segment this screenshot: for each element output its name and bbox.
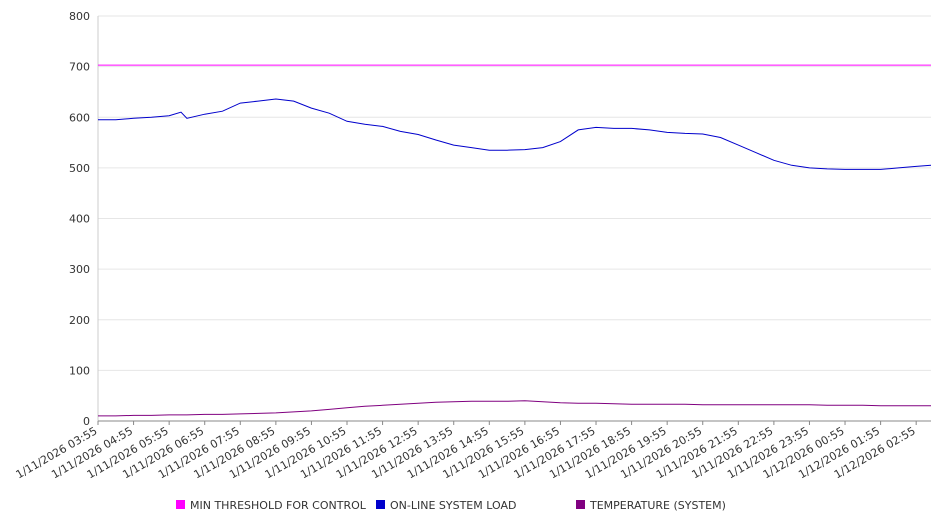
y-tick-label: 700: [69, 61, 90, 74]
axes: [97, 16, 931, 425]
legend-swatch: [176, 500, 185, 509]
y-tick-labels: 0 100 200 300 400 500 600 700 800: [69, 10, 90, 428]
legend-swatch: [576, 500, 585, 509]
y-tick-label: 500: [69, 162, 90, 175]
y-tick-label: 100: [69, 364, 90, 377]
y-tick-label: 600: [69, 111, 90, 124]
legend-label: MIN THRESHOLD FOR CONTROL: [190, 499, 367, 512]
legend-label: TEMPERATURE (SYSTEM): [589, 499, 726, 512]
series-line-2: [98, 98, 932, 170]
y-tick-label: 800: [69, 10, 90, 23]
y-tick-label: 200: [69, 314, 90, 327]
x-tick-labels: 1/11/2026 03:551/11/2026 04:551/11/2026 …: [14, 424, 918, 481]
legend: MIN THRESHOLD FOR CONTROL ON-LINE SYSTEM …: [176, 499, 726, 512]
y-tick-label: 400: [69, 213, 90, 226]
gridlines: [98, 15, 931, 371]
series-lines: [98, 64, 932, 417]
legend-swatch: [376, 500, 385, 509]
y-tick-label: 300: [69, 263, 90, 276]
y-tick-label: 0: [83, 415, 90, 428]
series-line-3: [98, 400, 931, 417]
legend-label: ON-LINE SYSTEM LOAD: [390, 499, 516, 512]
